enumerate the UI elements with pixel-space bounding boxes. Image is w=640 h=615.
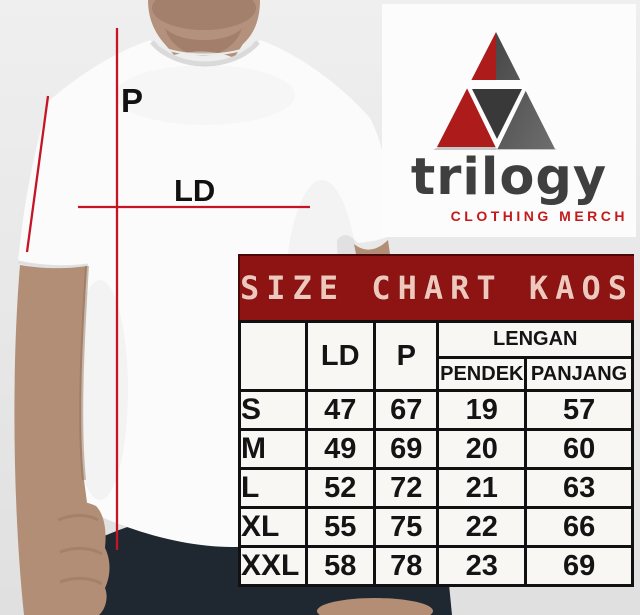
p-value: 78	[373, 545, 440, 587]
pendek-value: 23	[436, 545, 528, 587]
ld-value: 58	[304, 545, 377, 587]
size-label: XXL	[238, 545, 308, 587]
left-arm	[14, 265, 110, 615]
table-header-row: LD P LENGAN	[238, 320, 634, 392]
header-pendek: PENDEK	[436, 356, 528, 392]
table-row: XL 55 75 22 66	[238, 506, 634, 548]
pendek-value: 19	[436, 389, 528, 431]
hand	[36, 501, 110, 615]
ld-value: 49	[304, 428, 377, 470]
panjang-value: 60	[524, 428, 634, 470]
pendek-value: 22	[436, 506, 528, 548]
label-p: P	[121, 82, 143, 119]
size-label: XL	[238, 506, 308, 548]
size-label: L	[238, 467, 308, 509]
panjang-value: 69	[524, 545, 634, 587]
pendek-value: 21	[436, 467, 528, 509]
size-chart: SIZE CHART KAOS LD P LENGAN PENDEK PANJA…	[238, 254, 634, 587]
collar	[150, 40, 260, 67]
pendek-value: 20	[436, 428, 528, 470]
trilogy-triangle-icon	[433, 32, 557, 150]
header-panjang: PANJANG	[524, 356, 634, 392]
table-row: M 49 69 20 60	[238, 428, 634, 470]
man-neck	[148, 0, 260, 58]
p-value: 72	[373, 467, 440, 509]
table-row: XXL 58 78 23 69	[238, 545, 634, 587]
size-label: S	[238, 389, 308, 431]
p-value: 67	[373, 389, 440, 431]
size-table: LD P LENGAN PENDEK PANJANG S 47 67 19 57…	[238, 320, 634, 587]
right-arm	[354, 240, 390, 254]
size-chart-title: SIZE CHART KAOS	[238, 254, 634, 320]
header-ld: LD	[304, 320, 377, 392]
trilogy-logo: trilogy CLOTHING MERCH	[382, 4, 636, 237]
ld-value: 47	[304, 389, 377, 431]
label-ld: LD	[174, 173, 215, 208]
table-row: L 52 72 21 63	[238, 467, 634, 509]
brand-tagline: CLOTHING MERCH	[450, 208, 628, 224]
size-label: M	[238, 428, 308, 470]
measurement-line-sleeve	[25, 95, 50, 253]
panjang-value: 57	[524, 389, 634, 431]
ld-value: 52	[304, 467, 377, 509]
ld-value: 55	[304, 506, 377, 548]
header-p: P	[373, 320, 440, 392]
p-value: 75	[373, 506, 440, 548]
brand-wordmark: trilogy	[410, 148, 608, 207]
panjang-value: 63	[524, 467, 634, 509]
header-lengan: LENGAN	[436, 320, 634, 359]
table-subheader-row: PENDEK PANJANG	[240, 356, 634, 392]
measurement-lines	[25, 28, 310, 550]
panjang-value: 66	[524, 506, 634, 548]
header-size-blank	[238, 320, 308, 392]
table-row: S 47 67 19 57	[238, 389, 634, 431]
p-value: 69	[373, 428, 440, 470]
